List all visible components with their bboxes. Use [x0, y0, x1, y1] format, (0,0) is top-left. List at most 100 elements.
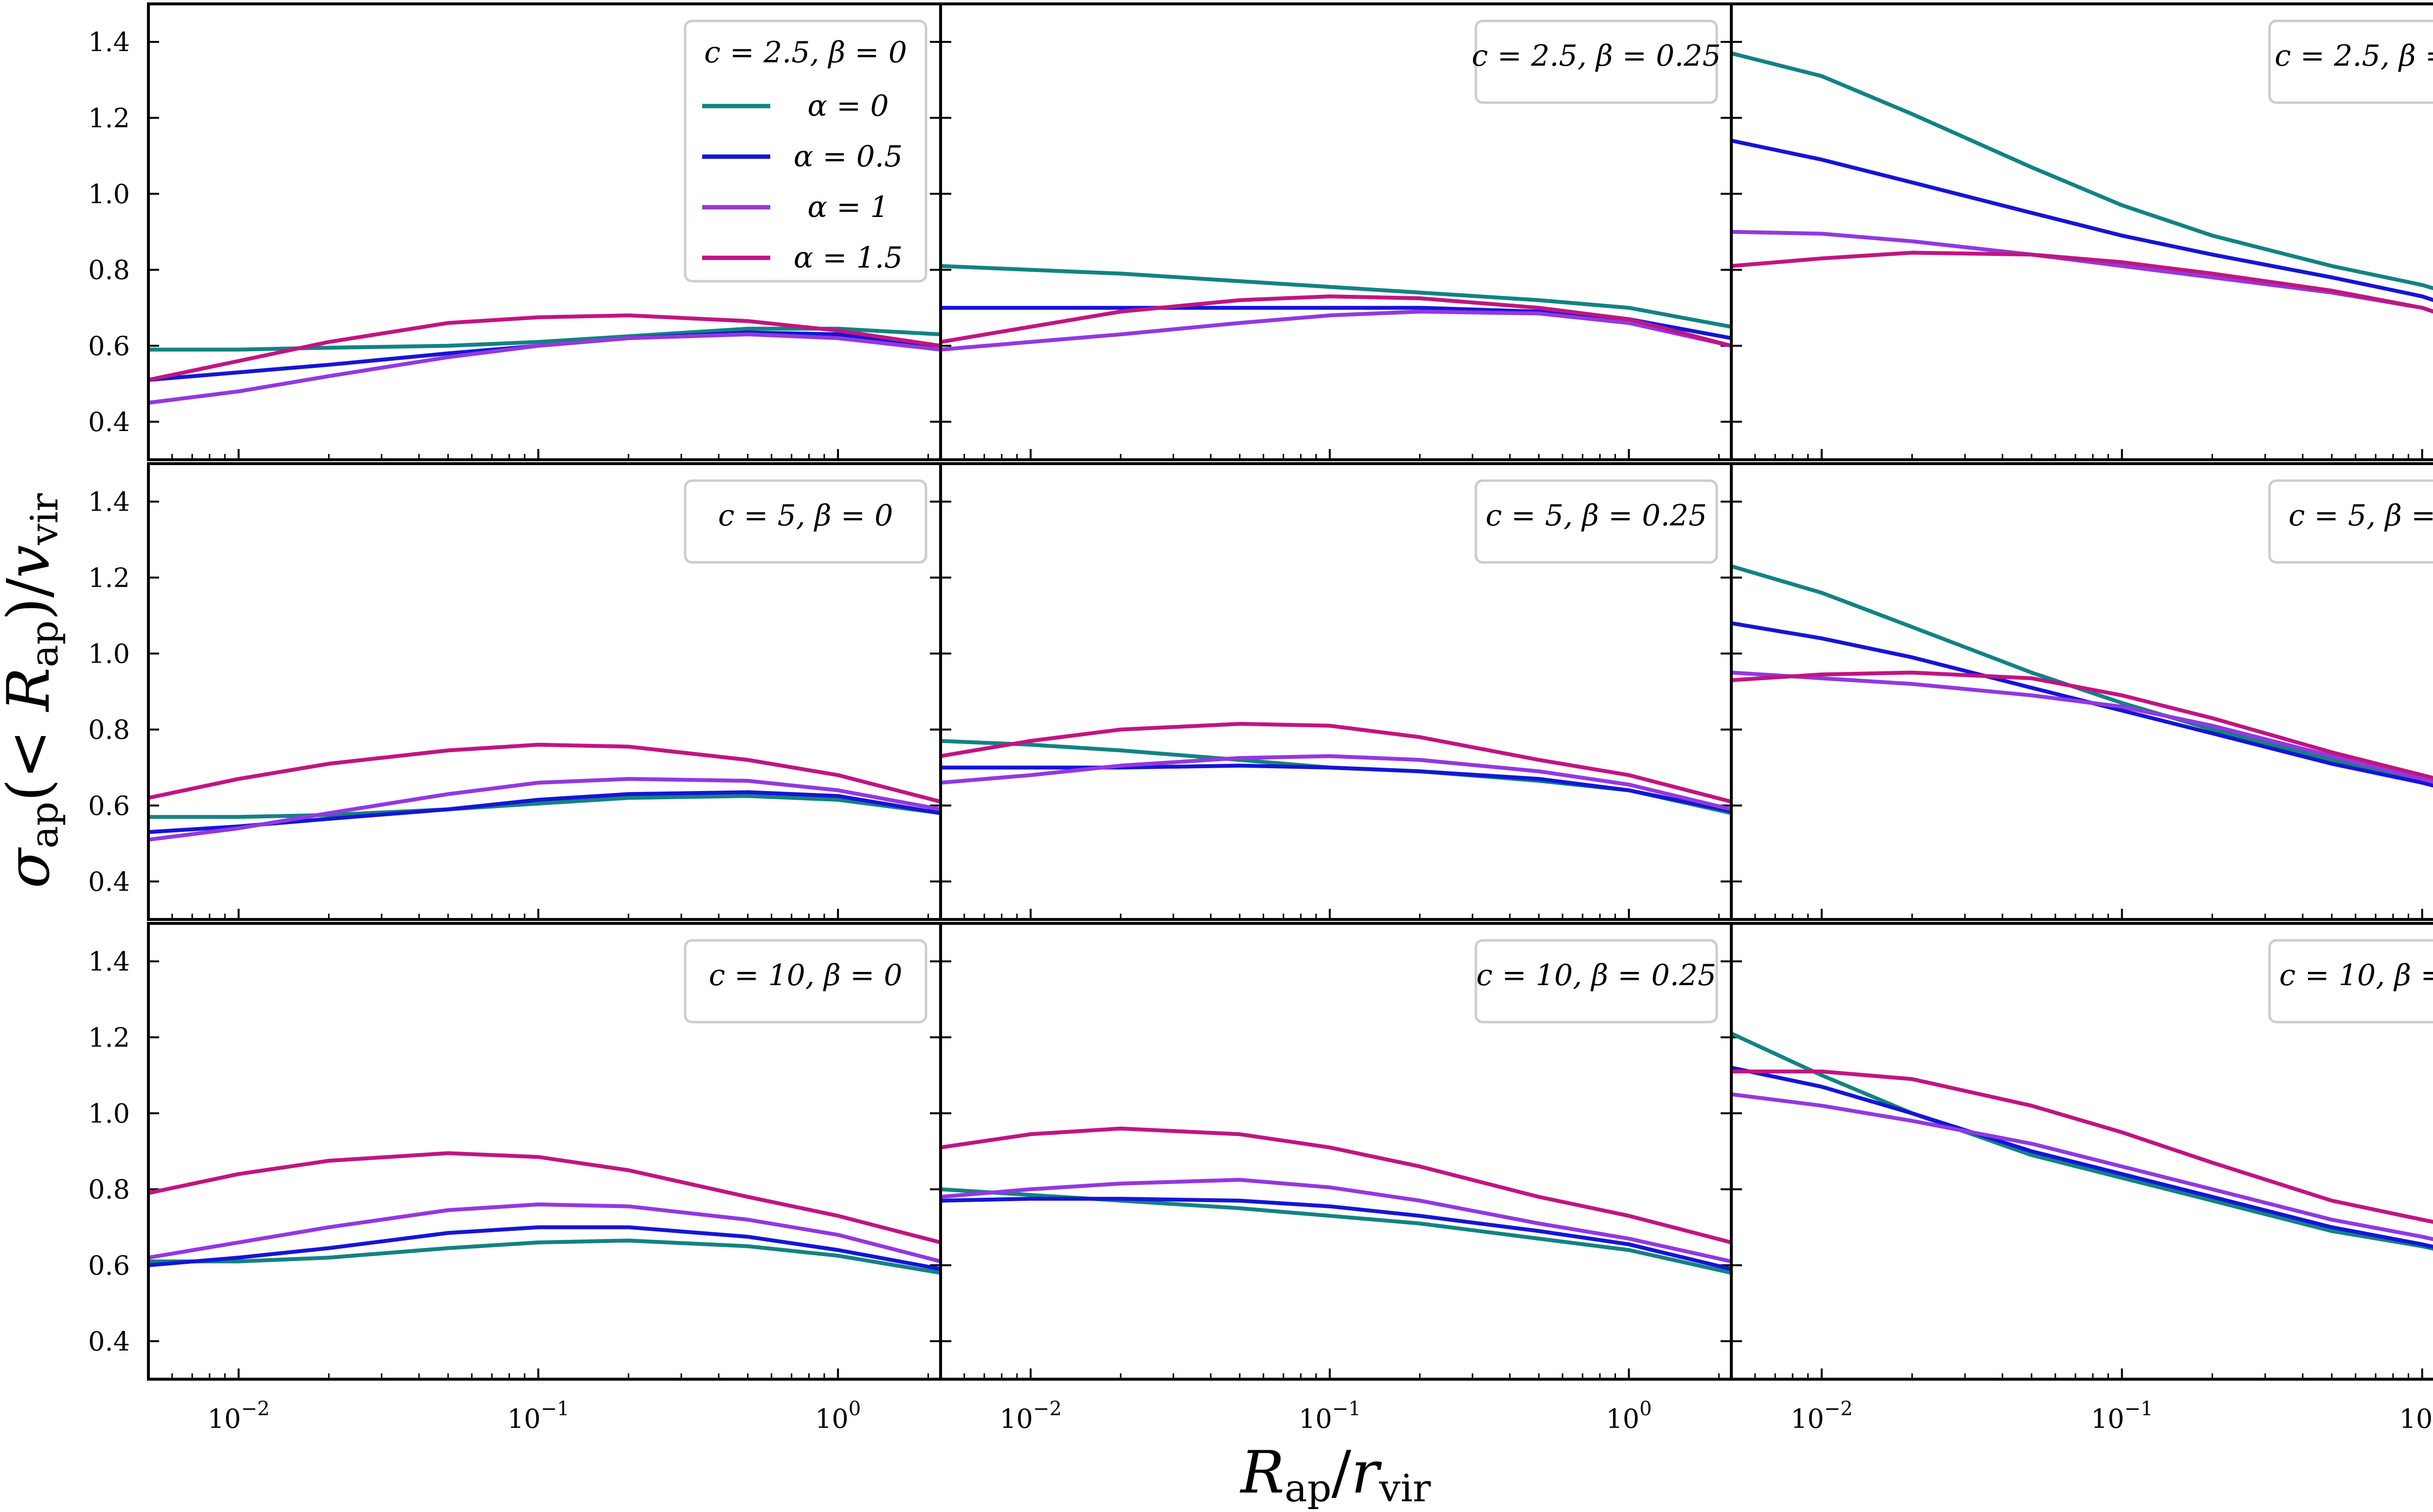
y-tick-label: 1.4: [88, 27, 130, 57]
x-tick-label: 10−2: [208, 1398, 270, 1434]
x-tick-label: 100: [815, 1398, 861, 1434]
x-tick-label: 10−1: [2091, 1398, 2153, 1434]
series-line-alpha-0: [941, 739, 1731, 815]
x-tick-label: 100: [2399, 1398, 2433, 1434]
series-line-alpha-1-5: [148, 742, 941, 804]
x-tick-label: 10−1: [1299, 1398, 1361, 1434]
panel-title: c = 2.5, β = 0: [704, 36, 907, 70]
y-tick-label: 0.8: [88, 1174, 130, 1205]
series-line-alpha-0-5: [941, 1197, 1731, 1271]
panel-title: c = 2.5, β = 0.25: [1471, 39, 1721, 73]
legend-box: [684, 19, 927, 283]
panel-title: c = 5, β = 0: [718, 499, 893, 533]
y-tick-label: 0.4: [88, 1326, 130, 1357]
panel-title-box: [2268, 939, 2433, 1024]
x-tick-label-base: 10: [815, 1404, 849, 1434]
y-axis-title-slash: /: [0, 578, 63, 598]
panel-series: [1731, 564, 2433, 788]
panel-3: c = 2.5, β = 0.5: [1730, 2, 2433, 461]
series-line-alpha-1-5: [1731, 670, 2433, 780]
x-tick-label: 10−2: [999, 1398, 1062, 1434]
panel-title: c = 10, β = 0.25: [1476, 958, 1716, 992]
panel-1: 0.4 0.6 0.8 1.0 1.2 1.4 c = 2.5, β = 0 α = 0 α =…: [88, 2, 942, 461]
x-axis-title: Rap/rvir: [1240, 1439, 1432, 1511]
panel-title-box: [1474, 939, 1718, 1024]
series-line-alpha-1: [148, 332, 941, 405]
y-tick-label: 0.6: [88, 331, 130, 361]
x-tick-label-base: 10: [2091, 1404, 2124, 1434]
panel-6: c = 5, β = 0.5: [1730, 462, 2433, 921]
panel-title: c = 5, β = 0.5: [2288, 499, 2433, 533]
x-tick-label-base: 10: [208, 1404, 241, 1434]
panel-title-box: [684, 479, 927, 564]
x-tick-label-base: 10: [1606, 1404, 1639, 1434]
panel-title-box: [2268, 479, 2433, 564]
x-tick-label: 100: [1606, 1398, 1652, 1434]
y-axis-title-close: ): [0, 598, 63, 621]
y-tick-label: 1.4: [88, 946, 130, 977]
series-line-alpha-1: [941, 1178, 1731, 1263]
y-tick-label: 1.2: [88, 562, 130, 593]
panel-title: c = 2.5, β = 0.5: [2274, 39, 2433, 73]
x-axis-title-main-sub: ap: [1285, 1467, 1331, 1511]
x-tick-label-exp: −1: [1332, 1398, 1361, 1420]
series-line-alpha-1-5: [1731, 1069, 2433, 1224]
legend-label: α = 1: [807, 190, 889, 224]
legend-label: α = 0: [807, 89, 889, 123]
x-axis-title-denom-sub: vir: [1379, 1467, 1431, 1511]
series-line-alpha-0-5: [941, 763, 1731, 813]
panel-series: [148, 313, 941, 405]
panel-title-box: [684, 939, 927, 1024]
y-tick-label: 1.0: [88, 179, 130, 209]
x-tick-label: 10−1: [507, 1398, 569, 1434]
series-line-alpha-0: [148, 1239, 941, 1275]
y-axis-title-v-sub: vir: [23, 493, 67, 545]
y-tick-label: 0.4: [88, 866, 130, 897]
y-tick-label: 1.0: [88, 1098, 130, 1129]
panel-title-box: [2268, 19, 2433, 104]
y-axis-title-sigma: σ: [0, 847, 63, 888]
panel-frame: [1730, 462, 2433, 921]
x-tick-label-base: 10: [2399, 1404, 2433, 1434]
series-line-alpha-1-5: [941, 721, 1731, 804]
x-tick-label: 10−2: [1791, 1398, 1853, 1434]
x-axis-title-denom: r: [1351, 1439, 1382, 1507]
series-line-alpha-1-5: [1731, 251, 2433, 314]
y-tick-label: 0.4: [88, 407, 130, 437]
x-axis-title-sep: /: [1331, 1439, 1351, 1507]
y-tick-label: 1.0: [88, 638, 130, 669]
x-axis-title-main: R: [1240, 1439, 1285, 1507]
series-line-alpha-0: [1731, 1031, 2433, 1251]
legend-label: α = 0.5: [794, 140, 903, 174]
x-tick-label-exp: −1: [541, 1398, 569, 1420]
series-line-alpha-1: [1731, 230, 2433, 314]
y-tick-label: 0.6: [88, 791, 130, 821]
y-tick-label: 1.2: [88, 103, 130, 133]
panel-series: [941, 721, 1731, 815]
y-tick-label: 0.8: [88, 715, 130, 745]
y-axis-title: σap(< Rap)/vvir: [0, 493, 67, 888]
series-line-alpha-0: [1731, 51, 2433, 290]
panel-frame: [1730, 2, 2433, 461]
series-line-alpha-1-5: [148, 313, 941, 382]
series-line-alpha-1: [148, 777, 941, 842]
panel-series: [148, 1151, 941, 1275]
series-line-alpha-1: [1731, 670, 2433, 784]
series-line-alpha-1-5: [941, 294, 1731, 348]
y-axis-title-v: v: [0, 545, 63, 578]
series-line-alpha-1: [148, 1202, 941, 1263]
panels-layer: 0.4 0.6 0.8 1.0 1.2 1.4 c = 2.5, β = 0 α = 0 α =…: [88, 2, 2433, 1434]
panel-frame: [1730, 922, 2433, 1381]
series-line-alpha-0-5: [1731, 139, 2433, 302]
y-tick-label: 1.2: [88, 1022, 130, 1053]
panel-series: [941, 1126, 1731, 1275]
panel-series: [941, 264, 1731, 352]
x-tick-label-base: 10: [999, 1404, 1033, 1434]
x-tick-label-base: 10: [1299, 1404, 1332, 1434]
series-line-alpha-0-5: [1731, 1065, 2433, 1249]
x-tick-label-exp: 0: [1639, 1398, 1652, 1420]
series-line-alpha-0: [941, 1187, 1731, 1275]
series-line-alpha-0: [941, 264, 1731, 329]
